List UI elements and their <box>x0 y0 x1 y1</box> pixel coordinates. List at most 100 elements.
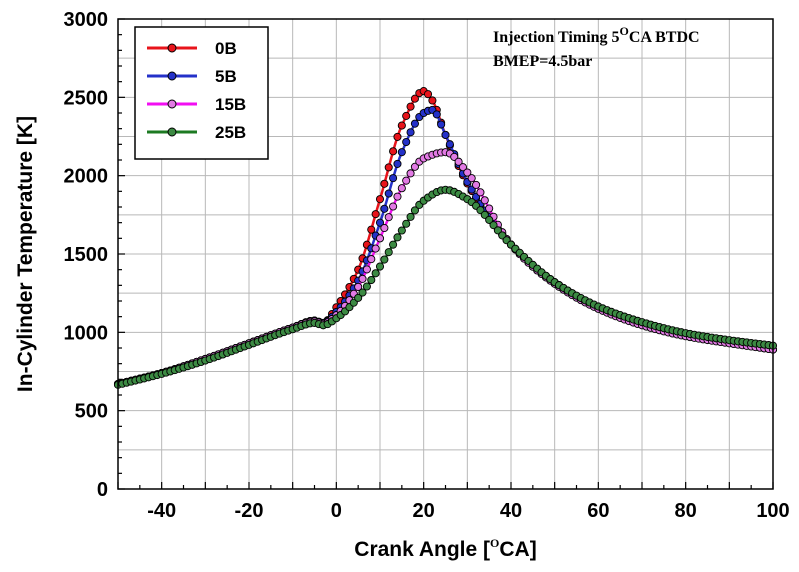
data-point <box>472 180 481 189</box>
data-point <box>406 169 415 178</box>
legend-item-25B: 25B <box>147 123 246 142</box>
data-point <box>367 225 376 234</box>
data-point <box>367 275 376 285</box>
x-tick-label: 80 <box>675 500 697 522</box>
legend-label: 0B <box>215 39 237 58</box>
y-axis-title: In-Cylinder Temperature [K] <box>14 116 37 392</box>
x-tick-label: 40 <box>500 500 522 522</box>
data-point <box>485 215 494 224</box>
tick-labels: -40 -20 0 20 40 60 80 1000500100015002000250030… <box>64 9 790 522</box>
data-point <box>406 212 415 221</box>
data-point <box>397 121 406 130</box>
annotation-injection-timing: Injection Timing 5OCA BTDC <box>493 24 700 46</box>
data-point <box>375 234 385 243</box>
data-point <box>393 132 402 141</box>
data-point <box>362 265 371 274</box>
data-point <box>367 255 376 264</box>
data-point <box>371 210 380 219</box>
data-point <box>406 128 415 137</box>
data-point <box>358 274 367 283</box>
data-point <box>375 218 385 227</box>
data-point <box>423 90 433 99</box>
legend-label: 25B <box>215 123 246 142</box>
x-tick-label: 0 <box>331 500 342 522</box>
data-point <box>380 223 389 233</box>
data-point <box>358 288 367 297</box>
series-layer <box>113 87 778 389</box>
y-tick-label: 1000 <box>64 322 109 344</box>
data-point <box>375 262 385 271</box>
data-point <box>380 255 389 264</box>
legend-marker <box>167 99 177 109</box>
ticks <box>117 18 774 490</box>
data-point <box>354 293 363 302</box>
y-tick-label: 1500 <box>64 244 109 266</box>
x-tick-label: 60 <box>587 500 609 522</box>
legend-item-15B: 15B <box>147 95 246 114</box>
data-point <box>458 163 468 172</box>
y-tick-label: 0 <box>97 479 108 501</box>
data-point <box>397 148 406 157</box>
data-point <box>485 204 494 213</box>
legend-marker <box>167 43 177 53</box>
data-point <box>402 219 411 228</box>
y-tick-label: 3000 <box>64 9 109 31</box>
data-point <box>410 94 419 103</box>
data-point <box>384 213 393 222</box>
data-point <box>371 244 380 253</box>
data-point <box>354 282 363 291</box>
legend-label: 15B <box>215 95 246 114</box>
legend-item-0B: 0B <box>147 39 237 58</box>
data-point <box>389 240 398 249</box>
legend-marker <box>167 127 177 137</box>
data-point <box>406 102 415 111</box>
data-point <box>375 195 385 204</box>
legend-item-5B: 5B <box>147 67 237 86</box>
data-point <box>384 163 393 172</box>
data-point <box>454 157 463 166</box>
data-point <box>410 162 419 171</box>
annotation-bmep: BMEP=4.5bar <box>493 53 592 70</box>
legend-marker <box>167 71 177 81</box>
y-tick-label: 500 <box>75 401 108 423</box>
data-point <box>467 174 476 183</box>
data-point <box>389 202 398 211</box>
data-point <box>437 120 446 129</box>
x-axis-title: Crank Angle [OCA] <box>354 536 536 561</box>
y-tick-label: 2500 <box>64 87 109 109</box>
data-point <box>371 269 380 278</box>
series-25B <box>113 185 778 389</box>
data-point <box>389 147 398 156</box>
data-point <box>397 184 406 193</box>
data-point <box>463 168 472 177</box>
data-point <box>428 96 437 105</box>
data-point <box>432 110 441 119</box>
x-tick-label: -40 <box>147 500 176 522</box>
data-point <box>445 140 454 149</box>
data-point <box>393 233 402 242</box>
data-point <box>402 176 411 185</box>
data-point <box>410 206 419 215</box>
data-point <box>384 248 393 257</box>
data-point <box>397 226 406 235</box>
grid <box>118 19 773 489</box>
x-tick-label: 100 <box>756 500 789 522</box>
data-point <box>480 196 489 205</box>
data-point <box>480 210 489 219</box>
y-tick-label: 2000 <box>64 166 109 188</box>
x-tick-label: 20 <box>413 500 435 522</box>
data-point <box>380 179 389 188</box>
data-point <box>489 221 498 230</box>
data-point <box>493 226 502 235</box>
data-point <box>384 189 393 198</box>
data-point <box>393 192 402 201</box>
data-point <box>389 174 398 183</box>
x-tick-label: -20 <box>235 500 264 522</box>
data-point <box>380 204 389 213</box>
legend-label: 5B <box>215 67 237 86</box>
data-point <box>476 188 485 197</box>
data-point <box>441 130 450 139</box>
data-point <box>410 119 419 128</box>
